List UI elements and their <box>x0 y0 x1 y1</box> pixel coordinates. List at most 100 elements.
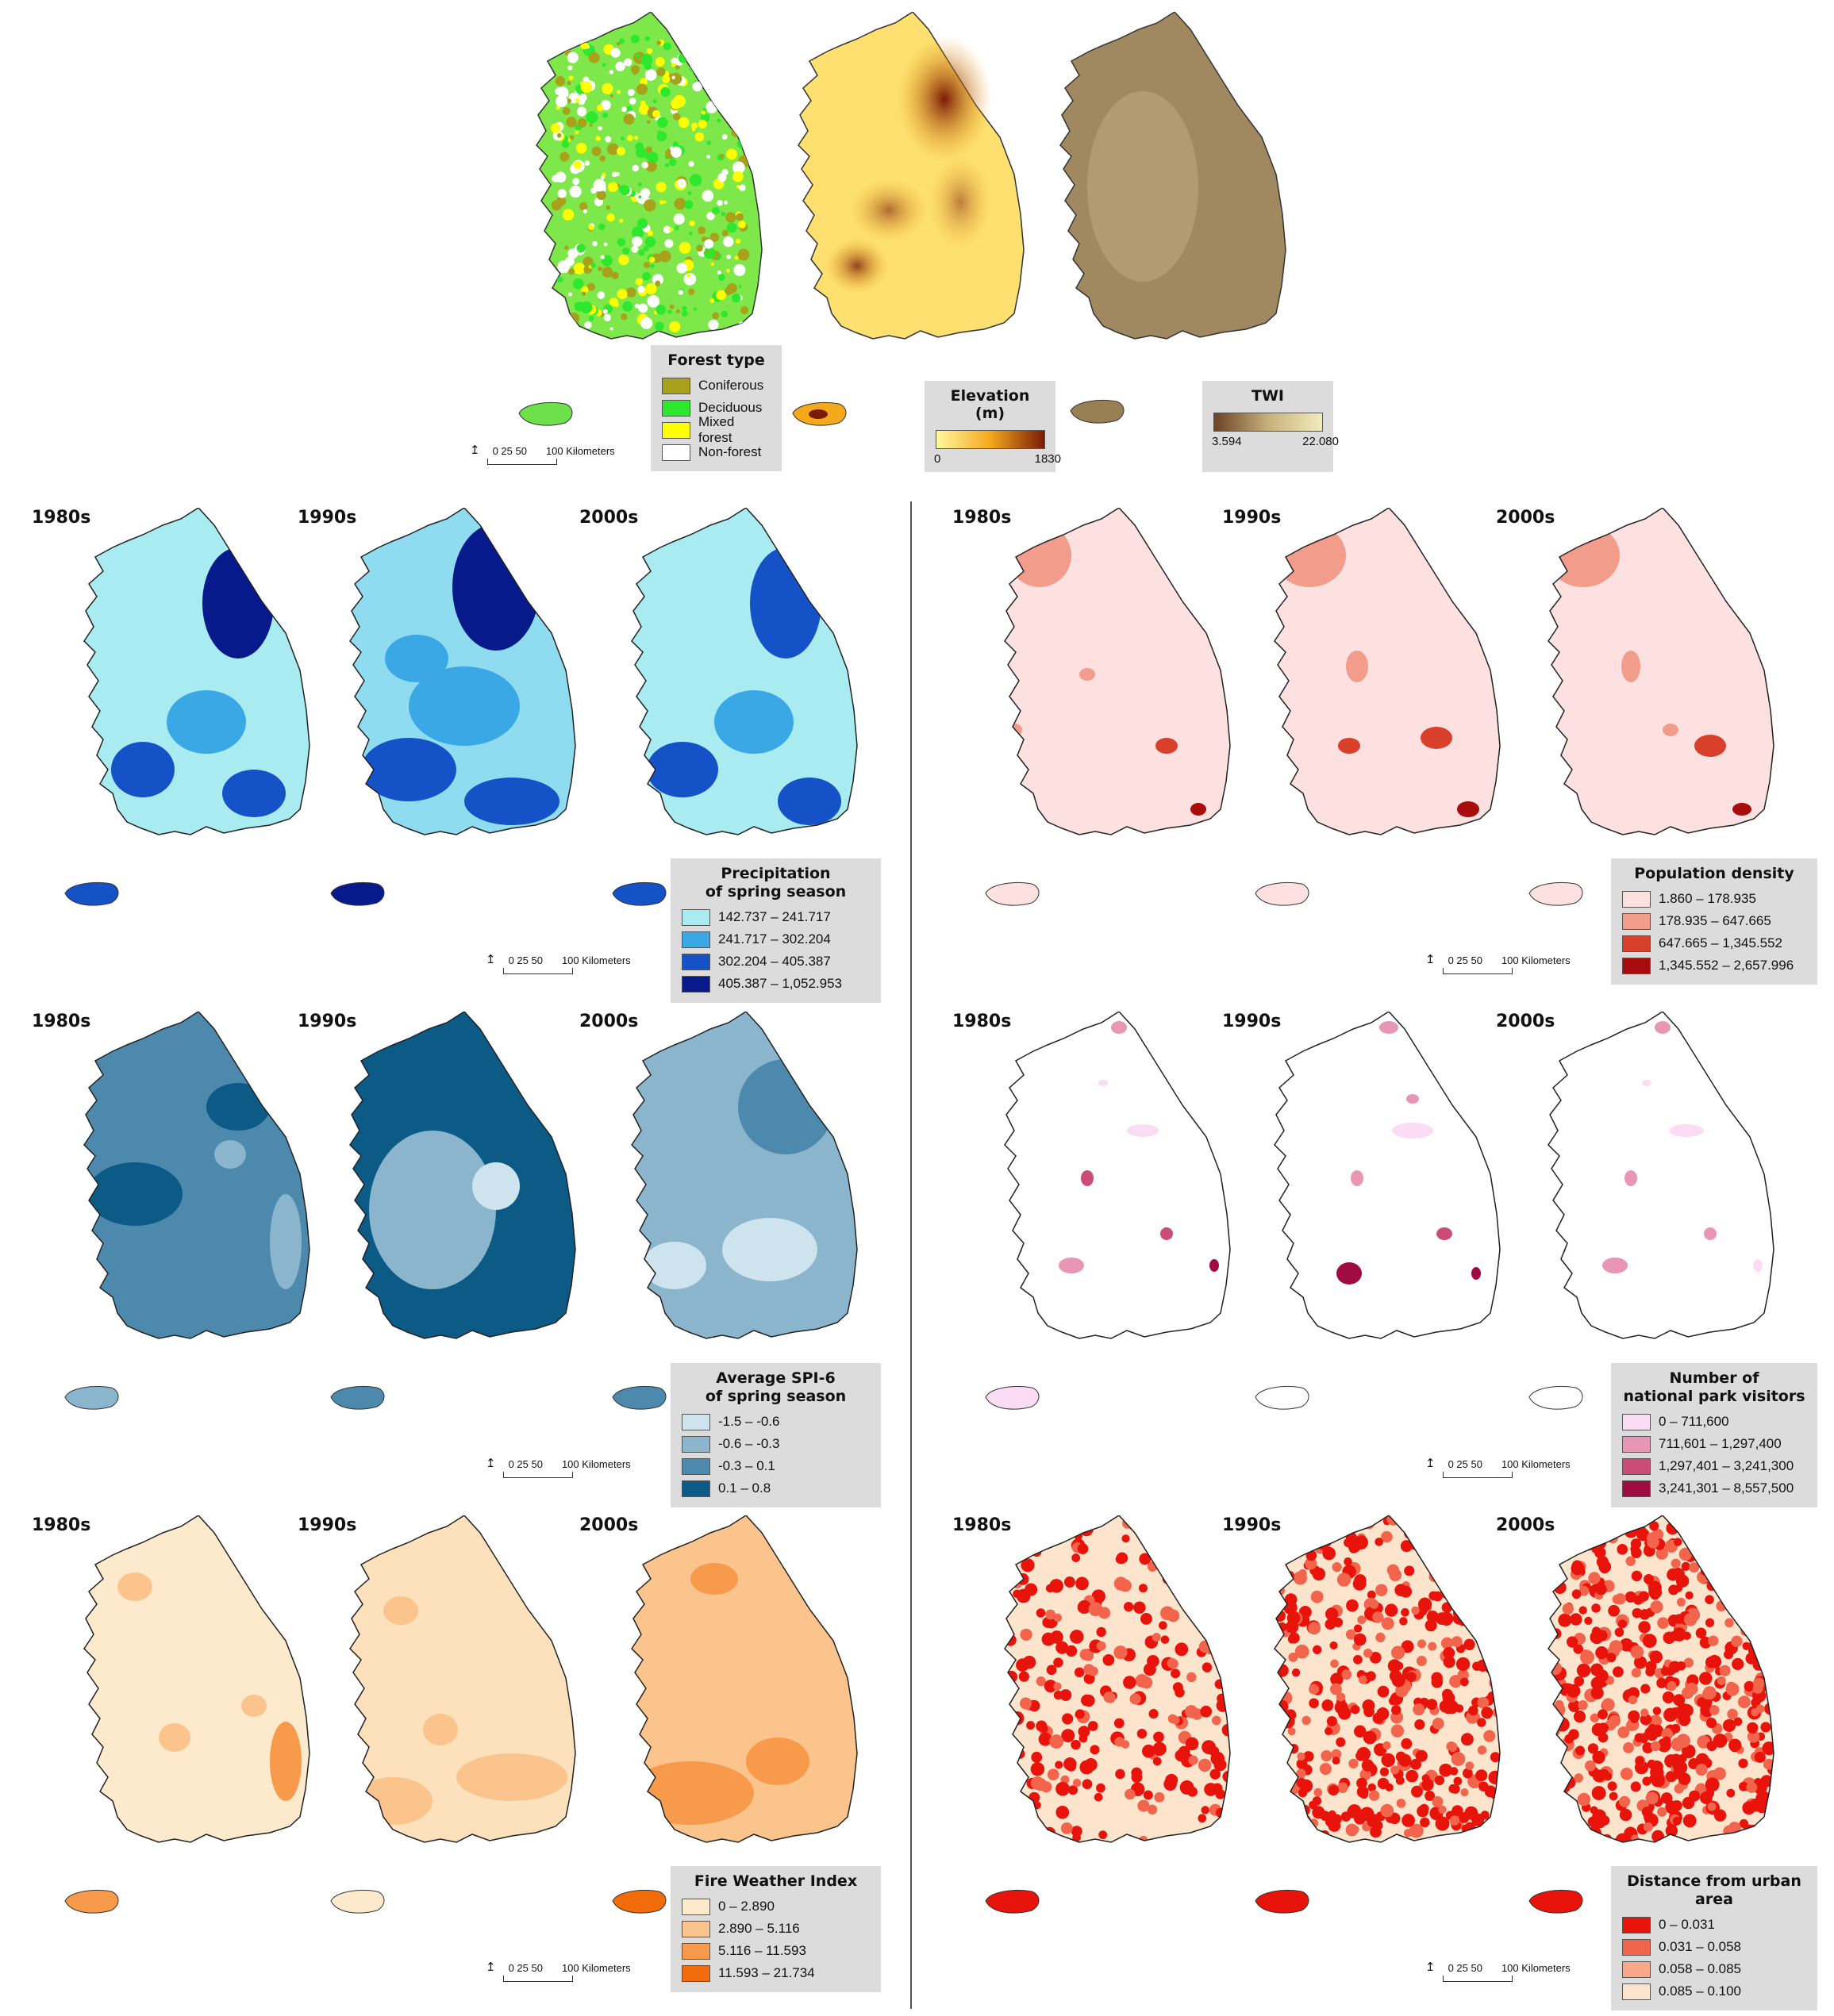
legend-item: 5.116 – 11.593 <box>682 1940 870 1962</box>
legend-swatch <box>682 1920 710 1937</box>
jeju-island <box>1528 882 1583 906</box>
jeju-island <box>64 1890 119 1914</box>
legend-item: -0.6 – -0.3 <box>682 1433 870 1455</box>
legend-swatch <box>1622 935 1651 952</box>
decade-label: 1990s <box>1222 1515 1282 1535</box>
jeju-island <box>985 1386 1040 1410</box>
legend-label: 2.890 – 5.116 <box>718 1921 800 1936</box>
decade-label: 1980s <box>32 1012 91 1031</box>
scale-bar <box>1443 1976 1513 1982</box>
scale-bar-group: ↥ 0 25 50 100 Kilometers <box>1425 1456 1571 1478</box>
legend-swatch <box>1622 957 1651 974</box>
jeju-island <box>1255 1890 1309 1914</box>
decade-label: 2000s <box>1496 1012 1555 1031</box>
north-arrow-icon: ↥ <box>1425 1457 1436 1470</box>
jeju-island <box>1255 1386 1309 1410</box>
legend-swatch <box>1622 1916 1651 1933</box>
legend-title: Fire Weather Index <box>694 1872 858 1890</box>
precip-legend: Precipitation of spring season 142.737 – 2… <box>671 858 881 1003</box>
legend-item: 142.737 – 241.717 <box>682 906 870 928</box>
jeju-island <box>985 1890 1040 1914</box>
legend-label: 0.058 – 0.085 <box>1659 1961 1741 1976</box>
decade-label: 2000s <box>1496 508 1555 528</box>
legend-swatch <box>1622 912 1651 930</box>
decade-label: 1990s <box>298 1515 357 1535</box>
legend-swatch <box>682 1942 710 1960</box>
legend-item: 11.593 – 21.734 <box>682 1962 870 1984</box>
forest-type-legend: Forest type Coniferous Deciduous Mixed f… <box>651 345 782 471</box>
legend-swatch <box>1622 1938 1651 1956</box>
jeju-elevation <box>792 402 847 426</box>
scale-bar-top: ↥ 0 25 50 100 Kilometers <box>470 443 615 465</box>
legend-swatch <box>1622 890 1651 908</box>
legend-item: 711,601 – 1,297,400 <box>1622 1433 1806 1455</box>
legend-swatch <box>682 953 710 970</box>
legend-swatch <box>682 975 710 993</box>
dist-map-1980s <box>1004 1515 1231 1843</box>
legend-swatch <box>1622 1983 1651 2000</box>
legend-title: Population density <box>1634 865 1794 882</box>
legend-swatch <box>1622 1413 1651 1430</box>
decade-label: 2000s <box>579 508 639 528</box>
legend-swatch <box>662 399 690 417</box>
jeju-twi <box>1070 400 1125 424</box>
legend-label: 647.665 – 1,345.552 <box>1659 935 1782 950</box>
pop-legend: Population density 1.860 – 178.935 178.935… <box>1611 858 1817 985</box>
legend-item: 1,345.552 – 2,657.996 <box>1622 954 1806 977</box>
jeju-island <box>1255 882 1309 906</box>
north-arrow-icon: ↥ <box>470 444 480 457</box>
legend-item: 0.1 – 0.8 <box>682 1477 870 1500</box>
forest-type-map <box>536 12 763 340</box>
legend-label: 241.717 – 302.204 <box>718 931 831 947</box>
north-arrow-icon: ↥ <box>1425 1960 1436 1974</box>
scale-bar-group: ↥ 0 25 50 100 Kilometers <box>486 952 631 974</box>
legend-item: -0.3 – 0.1 <box>682 1455 870 1477</box>
legend-swatch <box>682 1457 710 1475</box>
pop-map-2000s <box>1548 508 1774 835</box>
legend-title: Average SPI-6 of spring season <box>705 1369 847 1405</box>
legend-item: 0 – 2.890 <box>682 1895 870 1918</box>
legend-label: 405.387 – 1,052.953 <box>718 976 842 991</box>
park-map-1990s <box>1274 1012 1501 1339</box>
north-arrow-icon: ↥ <box>1425 953 1436 966</box>
legend-label: 0 – 2.890 <box>718 1899 775 1914</box>
legend-label: 3,241,301 – 8,557,500 <box>1659 1480 1794 1496</box>
park-map-2000s <box>1548 1012 1774 1339</box>
legend-label: 711,601 – 1,297,400 <box>1659 1436 1782 1451</box>
scale-bar <box>503 968 573 974</box>
spi-map-2000s <box>631 1012 858 1339</box>
jeju-island <box>330 882 385 906</box>
precip-map-1980s <box>83 508 310 835</box>
legend-label: 0 – 711,600 <box>1659 1414 1729 1429</box>
legend-item: 0 – 0.031 <box>1622 1914 1806 1936</box>
legend-label: 5.116 – 11.593 <box>718 1943 806 1958</box>
scale-bar-group: ↥ 0 25 50 100 Kilometers <box>1425 952 1571 974</box>
scale-bar <box>1443 968 1513 974</box>
legend-item: 405.387 – 1,052.953 <box>682 973 870 995</box>
scale-bar-group: ↥ 0 25 50 100 Kilometers <box>486 1456 631 1478</box>
dist-map-1990s <box>1274 1515 1501 1843</box>
jeju-island <box>330 1890 385 1914</box>
scale-bar <box>1443 1472 1513 1478</box>
pop-map-1980s <box>1004 508 1231 835</box>
twi-legend: TWI 3.594 22.080 <box>1202 381 1339 472</box>
legend-swatch <box>662 377 690 394</box>
legend-item: 1,297,401 – 3,241,300 <box>1622 1455 1806 1477</box>
scale-bar-group: ↥ 0 25 50 100 Kilometers <box>1425 1960 1571 1982</box>
elevation-gradient <box>935 430 1045 449</box>
legend-swatch <box>682 1413 710 1430</box>
legend-item: 178.935 – 647.665 <box>1622 910 1806 932</box>
legend-title: Distance from urban area <box>1627 1872 1801 1908</box>
north-arrow-icon: ↥ <box>486 1457 496 1470</box>
jeju-island <box>64 882 119 906</box>
legend-label: 1.860 – 178.935 <box>1659 891 1756 906</box>
decade-label: 1980s <box>952 1515 1012 1535</box>
legend-label: 1,297,401 – 3,241,300 <box>1659 1458 1794 1473</box>
legend-label: 178.935 – 647.665 <box>1659 913 1771 928</box>
panel-divider <box>910 501 912 2009</box>
legend-label: -0.6 – -0.3 <box>718 1436 780 1451</box>
legend-item: Coniferous <box>662 374 771 397</box>
legend-title: Number of national park visitors <box>1623 1369 1805 1405</box>
legend-item: -1.5 – -0.6 <box>682 1411 870 1433</box>
decade-label: 2000s <box>579 1515 639 1535</box>
